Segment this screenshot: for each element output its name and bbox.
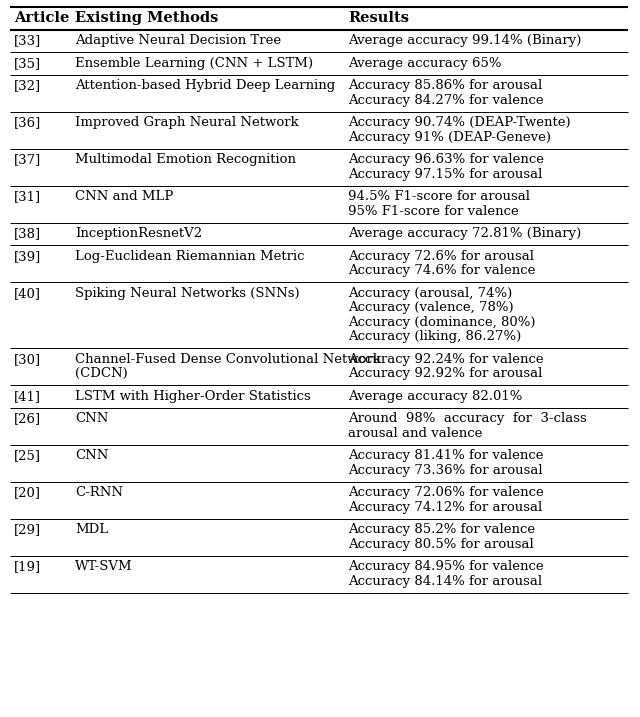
Text: WT-SVM: WT-SVM: [75, 560, 132, 574]
Text: [37]: [37]: [14, 153, 41, 166]
Text: Accuracy (liking, 86.27%): Accuracy (liking, 86.27%): [348, 331, 521, 343]
Text: Improved Graph Neural Network: Improved Graph Neural Network: [75, 116, 299, 129]
Text: Accuracy 92.92% for arousal: Accuracy 92.92% for arousal: [348, 367, 542, 380]
Text: [35]: [35]: [14, 57, 41, 70]
Text: Channel-Fused Dense Convolutional Network: Channel-Fused Dense Convolutional Networ…: [75, 353, 381, 366]
Text: Accuracy 73.36% for arousal: Accuracy 73.36% for arousal: [348, 464, 543, 477]
Text: (CDCN): (CDCN): [75, 367, 128, 380]
Text: [39]: [39]: [14, 250, 41, 262]
Text: Accuracy 74.12% for arousal: Accuracy 74.12% for arousal: [348, 500, 542, 514]
Text: CNN: CNN: [75, 412, 108, 425]
Text: [30]: [30]: [14, 353, 41, 366]
Text: InceptionResnetV2: InceptionResnetV2: [75, 227, 202, 240]
Text: [26]: [26]: [14, 412, 41, 425]
Text: Average accuracy 82.01%: Average accuracy 82.01%: [348, 390, 522, 403]
Text: Accuracy 91% (DEAP-Geneve): Accuracy 91% (DEAP-Geneve): [348, 130, 551, 143]
Text: [20]: [20]: [14, 486, 41, 499]
Text: Accuracy 85.2% for valence: Accuracy 85.2% for valence: [348, 523, 535, 536]
Text: Ensemble Learning (CNN + LSTM): Ensemble Learning (CNN + LSTM): [75, 57, 313, 70]
Text: Accuracy 72.6% for arousal: Accuracy 72.6% for arousal: [348, 250, 534, 262]
Text: Accuracy (valence, 78%): Accuracy (valence, 78%): [348, 301, 514, 314]
Text: Log-Euclidean Riemannian Metric: Log-Euclidean Riemannian Metric: [75, 250, 305, 262]
Text: [19]: [19]: [14, 560, 41, 574]
Text: [32]: [32]: [14, 80, 41, 92]
Text: [25]: [25]: [14, 450, 41, 462]
Text: CNN: CNN: [75, 450, 108, 462]
Text: [29]: [29]: [14, 523, 41, 536]
Text: Accuracy 90.74% (DEAP-Twente): Accuracy 90.74% (DEAP-Twente): [348, 116, 571, 129]
Text: arousal and valence: arousal and valence: [348, 427, 483, 440]
Text: [31]: [31]: [14, 190, 41, 203]
Text: Average accuracy 72.81% (Binary): Average accuracy 72.81% (Binary): [348, 227, 581, 240]
Text: Article: Article: [14, 11, 69, 25]
Text: [36]: [36]: [14, 116, 41, 129]
Text: 94.5% F1-score for arousal: 94.5% F1-score for arousal: [348, 190, 530, 203]
Text: Accuracy 97.15% for arousal: Accuracy 97.15% for arousal: [348, 168, 542, 181]
Text: Average accuracy 65%: Average accuracy 65%: [348, 57, 502, 70]
Text: Accuracy 74.6% for valence: Accuracy 74.6% for valence: [348, 265, 536, 277]
Text: Average accuracy 99.14% (Binary): Average accuracy 99.14% (Binary): [348, 34, 581, 47]
Text: CNN and MLP: CNN and MLP: [75, 190, 173, 203]
Text: Around  98%  accuracy  for  3-class: Around 98% accuracy for 3-class: [348, 412, 587, 425]
Text: Accuracy 84.14% for arousal: Accuracy 84.14% for arousal: [348, 575, 542, 588]
Text: C-RNN: C-RNN: [75, 486, 123, 499]
Text: Attention-based Hybrid Deep Learning: Attention-based Hybrid Deep Learning: [75, 80, 335, 92]
Text: Accuracy 84.95% for valence: Accuracy 84.95% for valence: [348, 560, 543, 574]
Text: 95% F1-score for valence: 95% F1-score for valence: [348, 205, 519, 218]
Text: Accuracy 96.63% for valence: Accuracy 96.63% for valence: [348, 153, 544, 166]
Text: Accuracy 72.06% for valence: Accuracy 72.06% for valence: [348, 486, 544, 499]
Text: [40]: [40]: [14, 287, 41, 300]
Text: MDL: MDL: [75, 523, 108, 536]
Text: Spiking Neural Networks (SNNs): Spiking Neural Networks (SNNs): [75, 287, 300, 300]
Text: Accuracy 92.24% for valence: Accuracy 92.24% for valence: [348, 353, 543, 366]
Text: Existing Methods: Existing Methods: [75, 11, 218, 25]
Text: Accuracy 80.5% for arousal: Accuracy 80.5% for arousal: [348, 538, 534, 551]
Text: Accuracy (arousal, 74%): Accuracy (arousal, 74%): [348, 287, 512, 300]
Text: [41]: [41]: [14, 390, 41, 403]
Text: Accuracy (dominance, 80%): Accuracy (dominance, 80%): [348, 315, 536, 329]
Text: Accuracy 85.86% for arousal: Accuracy 85.86% for arousal: [348, 80, 542, 92]
Text: Accuracy 84.27% for valence: Accuracy 84.27% for valence: [348, 94, 543, 107]
Text: Results: Results: [348, 11, 409, 25]
Text: Multimodal Emotion Recognition: Multimodal Emotion Recognition: [75, 153, 296, 166]
Text: [33]: [33]: [14, 34, 41, 47]
Text: LSTM with Higher-Order Statistics: LSTM with Higher-Order Statistics: [75, 390, 311, 403]
Text: [38]: [38]: [14, 227, 41, 240]
Text: Adaptive Neural Decision Tree: Adaptive Neural Decision Tree: [75, 34, 281, 47]
Text: Accuracy 81.41% for valence: Accuracy 81.41% for valence: [348, 450, 543, 462]
